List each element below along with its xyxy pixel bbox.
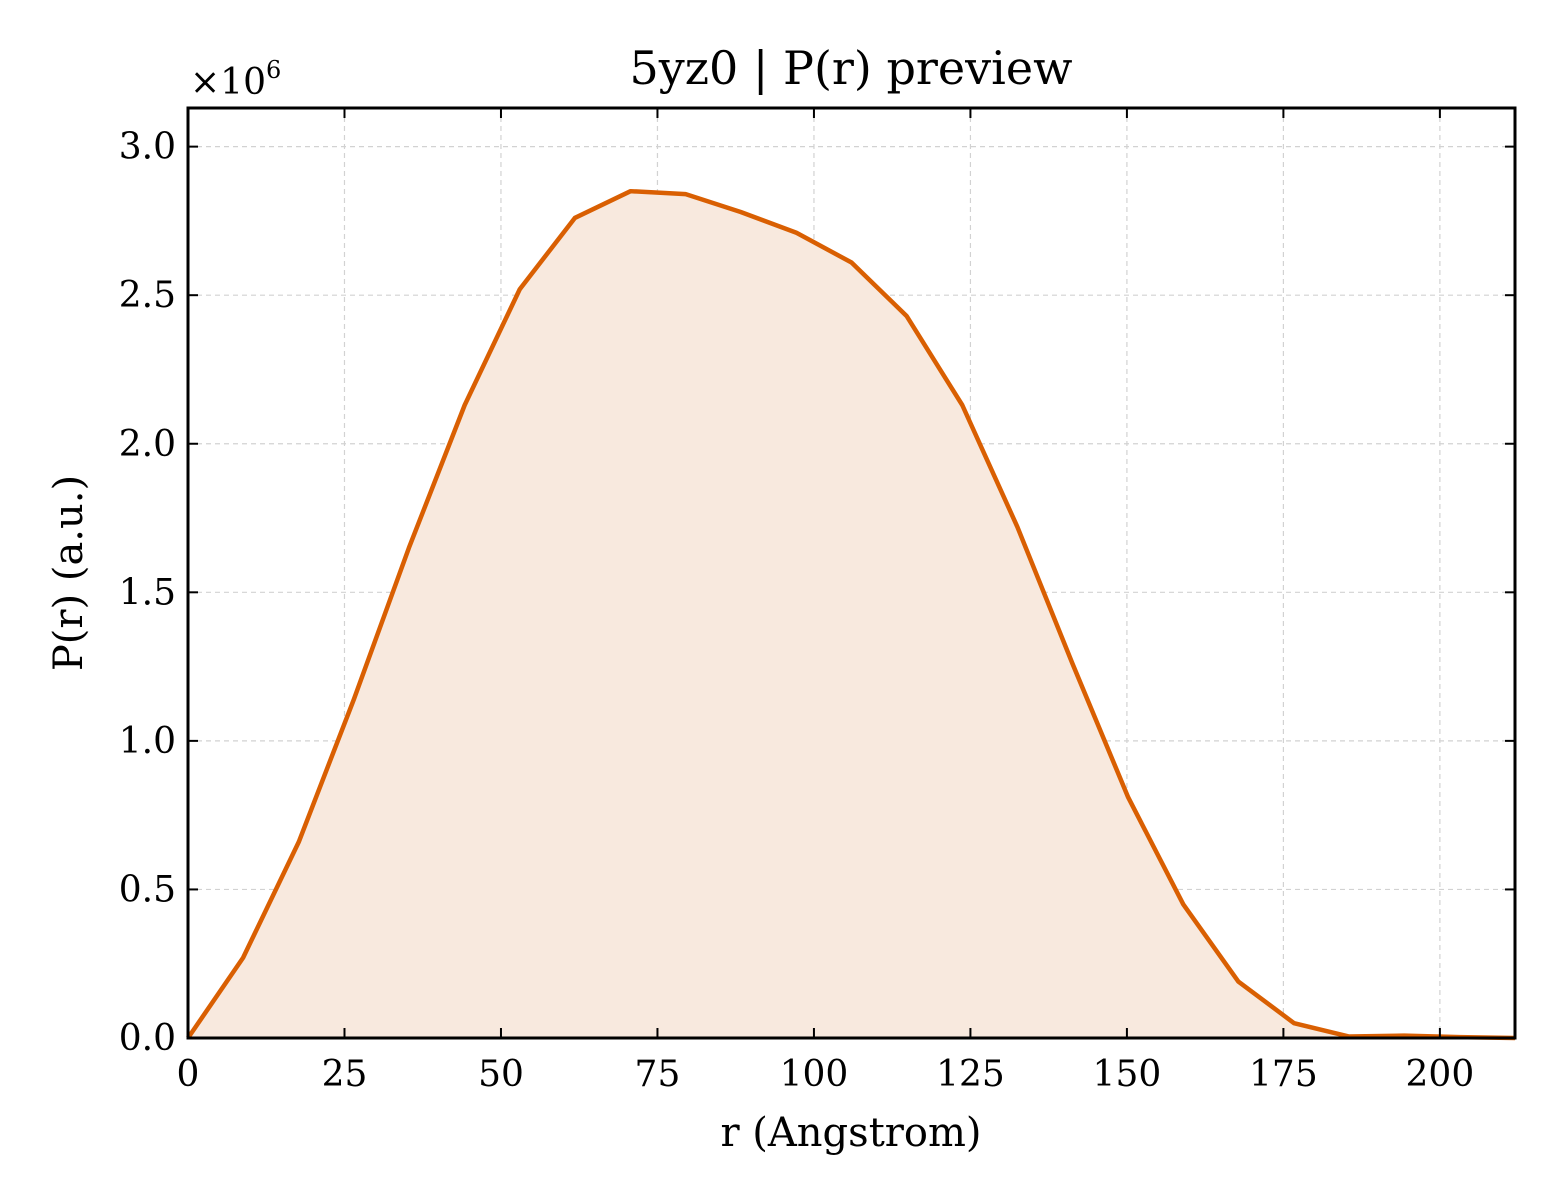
y-axis-label: P(r) (a.u.) (46, 475, 92, 671)
x-tick-label: 50 (478, 1054, 524, 1095)
y-axis-multiplier-base: ×10 (190, 62, 266, 103)
x-tick-label: 0 (177, 1054, 200, 1095)
x-tick-label: 75 (635, 1054, 681, 1095)
x-tick-label: 25 (322, 1054, 368, 1095)
y-axis-multiplier: ×106 (190, 56, 281, 103)
y-tick-label: 1.0 (119, 721, 176, 762)
y-tick-label: 1.5 (119, 572, 176, 613)
chart-title: 5yz0 | P(r) preview (630, 41, 1073, 95)
y-tick-label: 3.0 (119, 127, 176, 168)
area-fill (188, 191, 1515, 1038)
data-line (186, 188, 1516, 1041)
x-tick-label: 150 (1093, 1054, 1162, 1095)
x-axis-label: r (Angstrom) (720, 1110, 981, 1156)
x-tick-label: 175 (1249, 1054, 1318, 1095)
plot-frame (186, 106, 1517, 1040)
y-tick-label: 0.5 (119, 869, 176, 910)
tick-labels: 0 25 50 75 100 125 150 175 200 0.0 0.5 1.0 1.5 2.0 2.5… (119, 127, 1475, 1095)
y-axis-multiplier-exponent: 6 (266, 56, 281, 84)
ticks (187, 108, 1515, 1039)
y-tick-label: 2.0 (119, 424, 176, 465)
y-tick-label: 0.0 (119, 1018, 176, 1059)
x-tick-label: 100 (780, 1054, 849, 1095)
y-tick-label: 2.5 (119, 275, 176, 316)
x-tick-label: 200 (1406, 1054, 1475, 1095)
x-tick-label: 125 (936, 1054, 1005, 1095)
